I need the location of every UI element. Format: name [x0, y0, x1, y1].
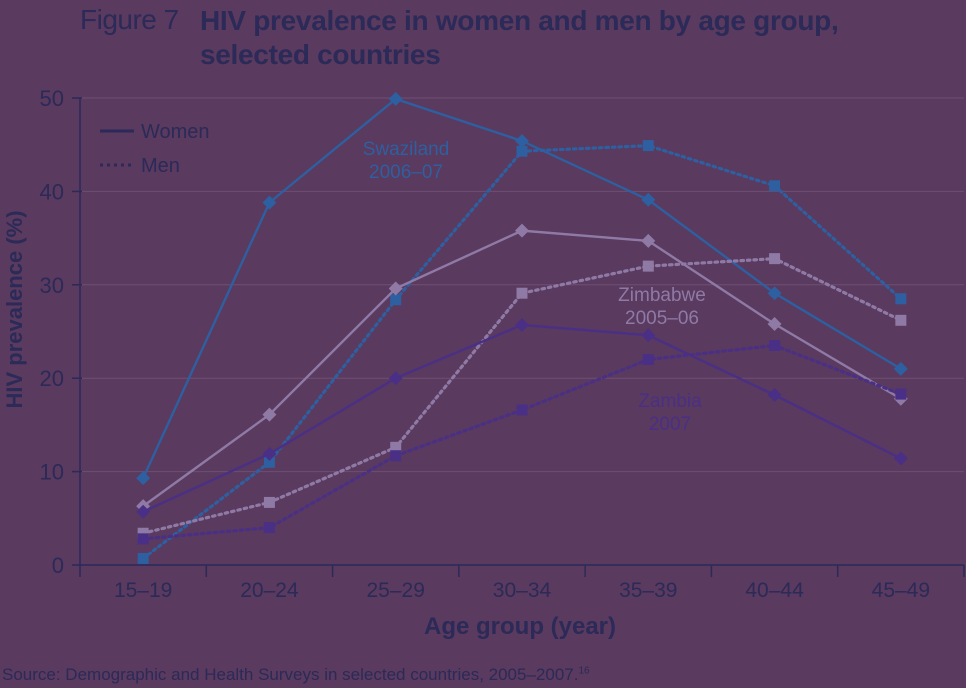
data-point	[263, 522, 275, 534]
data-point	[641, 233, 656, 248]
series-swaziland-men	[137, 140, 907, 564]
data-point	[390, 441, 402, 453]
data-point	[515, 317, 529, 332]
grid-lines	[80, 97, 964, 473]
data-point	[137, 527, 149, 539]
data-point	[769, 180, 781, 192]
data-point	[641, 192, 656, 207]
x-tick-label: 35–39	[619, 579, 677, 602]
annotation-line: 2007	[649, 414, 691, 435]
data-point	[390, 450, 402, 462]
x-tick-label: 25–29	[367, 579, 425, 602]
data-point	[136, 471, 151, 486]
data-point	[390, 294, 402, 306]
x-tick-label: 15–19	[114, 579, 172, 602]
legend-label-men: Men	[141, 155, 180, 177]
y-axis-label: HIV prevalence (%)	[2, 210, 27, 408]
y-tick-label: 10	[40, 460, 64, 485]
series-layer	[136, 91, 908, 564]
data-point	[262, 195, 277, 210]
data-point	[893, 451, 908, 466]
series-line	[141, 343, 903, 541]
annotation-line: Zimbabwe	[618, 285, 706, 306]
annotation-line: Swaziland	[363, 139, 450, 160]
data-point	[641, 328, 656, 343]
x-tick-label: 40–44	[745, 579, 804, 602]
data-point	[895, 293, 907, 305]
legend-label-women: Women	[141, 121, 210, 143]
series-zambia-men	[137, 340, 907, 545]
data-point	[388, 91, 403, 106]
source-ref: 16	[578, 665, 590, 677]
data-point	[263, 496, 275, 508]
annotation-swaziland: Swaziland 2006–07	[363, 139, 450, 183]
data-point	[262, 446, 277, 461]
source-text: Source: Demographic and Health Surveys i…	[2, 665, 579, 684]
source-note: Source: Demographic and Health Surveys i…	[2, 665, 590, 685]
annotation-zambia: Zambia 2007	[638, 391, 702, 435]
data-point	[642, 260, 654, 272]
y-tick-label: 20	[40, 366, 64, 391]
data-point	[388, 281, 403, 296]
data-point	[137, 552, 149, 564]
data-point	[895, 388, 907, 400]
series-line	[142, 229, 902, 508]
x-tick-label: 45–49	[872, 579, 930, 602]
y-tick-label: 0	[52, 553, 64, 578]
data-point	[769, 340, 781, 352]
data-point	[388, 371, 403, 386]
annotation-line: 2005–06	[625, 308, 699, 329]
figure-title: HIV prevalence in women and men by age g…	[200, 5, 839, 70]
data-point	[516, 404, 528, 416]
annotation-zimbabwe: Zimbabwe 2005–06	[618, 285, 706, 329]
data-point	[263, 456, 275, 468]
series-swaziland-women	[136, 91, 908, 486]
data-point	[895, 314, 907, 326]
annotation-line: Zambia	[638, 391, 702, 412]
data-point	[137, 533, 149, 545]
x-tick-label: 20–24	[240, 579, 299, 602]
hiv-prevalence-chart: 0 10 20 30 40 50 15–19 20–24 25–29 30–34 35–39 40–4…	[2, 86, 965, 640]
data-point	[769, 253, 781, 265]
annotation-line: 2006–07	[369, 162, 443, 183]
series-zimbabwe-men	[137, 253, 907, 539]
data-point	[262, 407, 277, 422]
data-point	[767, 317, 782, 332]
data-point	[767, 286, 782, 301]
data-point	[516, 145, 528, 157]
y-tick-label: 30	[40, 273, 64, 298]
legend: Women Men	[100, 121, 210, 177]
y-tick-label: 40	[40, 179, 64, 204]
series-line	[142, 323, 902, 513]
data-point	[893, 361, 908, 376]
series-zambia-women	[136, 317, 908, 519]
data-point	[516, 287, 528, 299]
axes: 0 10 20 30 40 50 15–19 20–24 25–29 30–34 35–39 40–4…	[40, 86, 965, 602]
data-point	[642, 140, 654, 152]
x-tick-label: 30–34	[493, 579, 552, 602]
data-point	[515, 223, 529, 238]
data-point	[136, 504, 151, 519]
data-point	[642, 354, 654, 366]
x-axis-label: Age group (year)	[424, 613, 616, 640]
data-point	[767, 388, 782, 403]
figure-number: Figure 7	[80, 4, 179, 35]
y-tick-label: 50	[40, 86, 64, 111]
data-point	[515, 133, 529, 148]
